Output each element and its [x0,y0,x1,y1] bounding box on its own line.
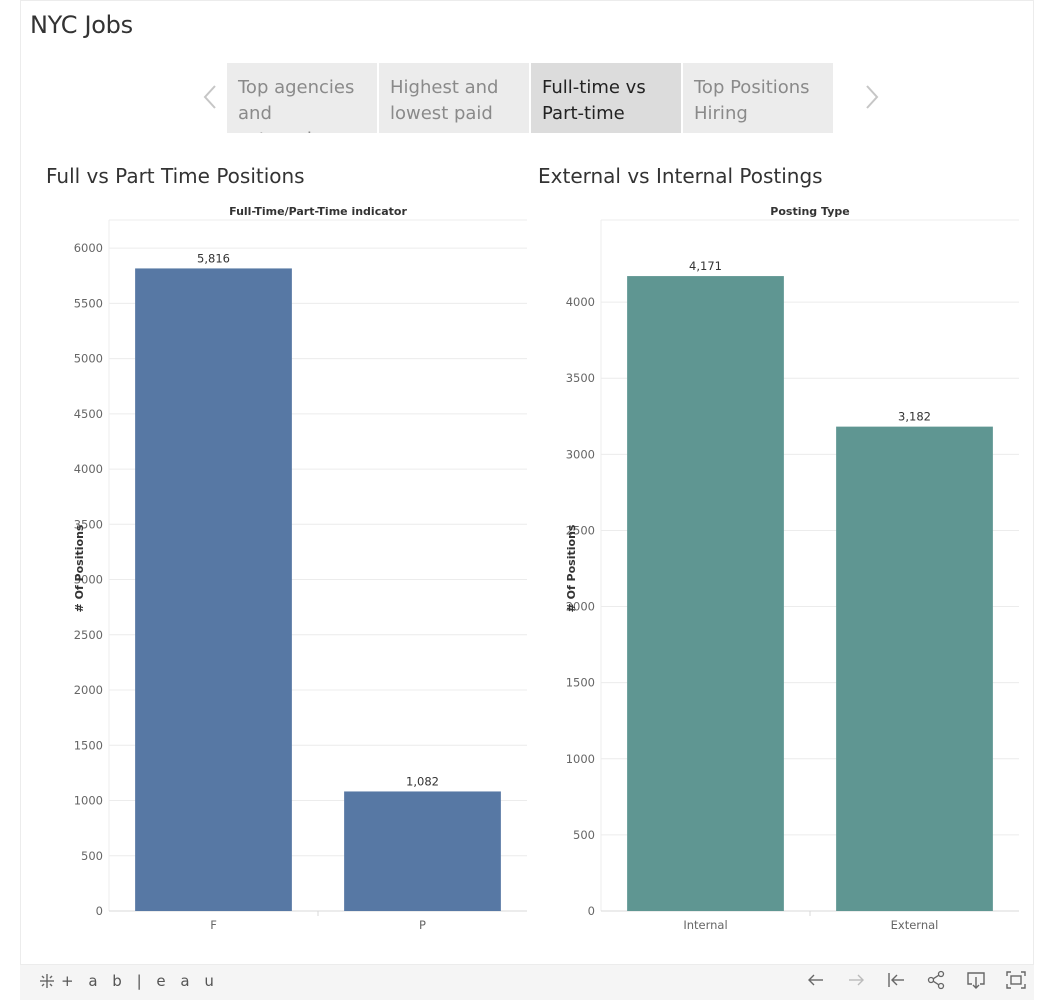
story-next-button[interactable] [859,81,883,113]
page-title: NYC Jobs [30,11,133,39]
undo-icon [808,974,823,986]
left-value-label: 1,082 [406,774,439,788]
left-bar [344,791,501,911]
right-y-tick-label: 4000 [566,295,595,309]
right-column-header: Posting Type [770,205,849,218]
right-y-tick-label: 1500 [566,676,595,690]
right-y-axis-label: # Of Positions [565,524,578,612]
full-part-time-chart: Full-Time/Part-Time indicator 0 500 1000 150… [73,205,527,932]
revert-button[interactable] [884,968,908,992]
right-y-tick-label: 2000 [566,600,595,614]
left-bar [135,268,292,912]
left-y-tick-label: 2000 [74,683,103,697]
redo-icon [849,974,864,986]
left-y-tick-label: 0 [96,904,103,918]
tableau-cross-icon [40,974,54,988]
right-value-label: 3,182 [898,410,931,424]
undo-button[interactable] [804,968,828,992]
left-y-tick-label: 4500 [74,407,103,421]
tableau-toolbar: + a b | e a u [20,965,1034,1000]
fullscreen-button[interactable] [1004,968,1028,992]
right-y-tick-label: 3500 [566,371,595,385]
right-x-tick-label: Internal [683,918,727,932]
left-y-tick-label: 500 [81,849,103,863]
left-sheet-title: Full vs Part Time Positions [46,164,305,188]
story-prev-button[interactable] [199,81,223,113]
right-y-tick-label: 3000 [566,447,595,461]
right-y-tick-label: 1000 [566,752,595,766]
left-y-tick-label: 3000 [74,573,103,587]
share-icon [927,970,945,990]
left-x-tick-label: P [419,918,426,932]
fullscreen-icon [1006,971,1026,989]
left-y-tick-label: 6000 [74,241,103,255]
download-button[interactable] [964,968,988,992]
left-y-tick-label: 5500 [74,296,103,310]
revert-icon [888,973,904,987]
left-value-label: 5,816 [197,251,230,265]
redo-button[interactable] [844,968,868,992]
left-x-tick-label: F [210,918,217,932]
left-y-tick-label: 4000 [74,462,103,476]
left-column-header: Full-Time/Part-Time indicator [229,205,407,218]
right-value-label: 4,171 [689,259,722,273]
left-y-tick-label: 5000 [74,352,103,366]
story-tab-full-part-time[interactable]: Full-time vs Part-time [531,63,681,133]
left-y-tick-label: 3500 [74,517,103,531]
tableau-wordmark: + a b | e a u [61,972,219,990]
left-y-axis-label: # Of Positions [73,524,86,612]
left-y-tick-label: 1500 [74,738,103,752]
posting-type-chart: Posting Type 0 500 1000 1500 2000 2500 3000 3500… [565,205,1019,932]
chevron-right-icon [866,85,879,109]
share-button[interactable] [924,968,948,992]
left-y-tick-label: 1000 [74,794,103,808]
right-sheet-title: External vs Internal Postings [538,164,823,188]
story-tab-top-positions[interactable]: Top Positions Hiring [683,63,833,133]
right-x-tick-label: External [891,918,939,932]
story-tab-top-agencies[interactable]: Top agencies and catagories [227,63,377,133]
right-bar [627,276,784,911]
right-y-tick-label: 500 [573,828,595,842]
story-tab-highest-lowest-paid[interactable]: Highest and lowest paid [379,63,529,133]
download-icon [967,972,985,989]
chevron-left-icon [203,85,216,109]
tableau-logo[interactable]: + a b | e a u [39,970,219,992]
right-bar [836,426,993,911]
right-y-tick-label: 2500 [566,523,595,537]
right-y-tick-label: 0 [588,904,595,918]
viz-container: NYC Jobs Top agencies and catagories Hig… [20,0,1034,965]
left-y-tick-label: 2500 [74,628,103,642]
